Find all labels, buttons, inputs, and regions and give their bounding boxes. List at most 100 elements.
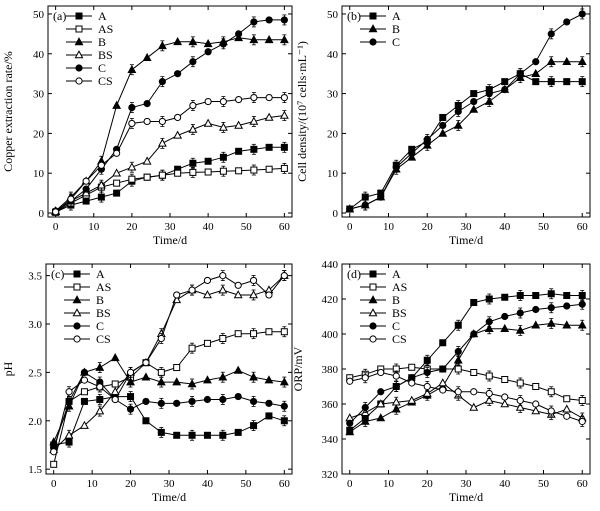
x-tick-label: 50 bbox=[538, 478, 550, 490]
data-point-AS bbox=[485, 372, 493, 380]
series-line-AS bbox=[349, 366, 583, 401]
data-point-BS bbox=[218, 122, 228, 131]
data-point-BS bbox=[95, 406, 105, 415]
data-point-CS bbox=[80, 376, 89, 384]
data-point-A bbox=[265, 143, 273, 151]
y-tick-label: 0 bbox=[333, 208, 339, 220]
data-point-C bbox=[82, 185, 90, 193]
data-point-CS bbox=[470, 388, 478, 396]
panel-label: (a) bbox=[53, 9, 66, 23]
y-tick-label: 400 bbox=[322, 329, 339, 341]
legend-marker-A bbox=[75, 12, 83, 20]
data-point-CS bbox=[392, 372, 400, 380]
data-point-B bbox=[187, 379, 197, 388]
legend-label: B bbox=[96, 293, 104, 307]
data-point-B bbox=[453, 120, 463, 129]
data-point-CS bbox=[52, 208, 60, 216]
data-point-B bbox=[172, 377, 182, 386]
legend-marker-C bbox=[75, 64, 83, 72]
data-point-BS bbox=[531, 406, 541, 415]
series-line-A bbox=[55, 146, 285, 213]
data-point-CS bbox=[234, 281, 242, 289]
data-point-C bbox=[547, 304, 555, 312]
data-point-C bbox=[439, 365, 447, 373]
series-CS bbox=[52, 92, 288, 216]
data-point-A bbox=[423, 356, 431, 364]
legend-marker-AS bbox=[75, 25, 83, 33]
y-tick-label: 0 bbox=[39, 208, 45, 220]
series-line-A bbox=[349, 73, 583, 210]
x-tick-label: 50 bbox=[241, 221, 253, 233]
y-tick-label: 1.5 bbox=[28, 464, 42, 476]
data-point-A bbox=[82, 197, 90, 205]
data-point-BS bbox=[218, 285, 228, 294]
data-point-C bbox=[578, 300, 586, 308]
data-point-BS bbox=[142, 156, 152, 165]
data-point-BS bbox=[110, 386, 120, 396]
x-tick-label: 30 bbox=[461, 478, 473, 490]
data-point-C bbox=[516, 309, 524, 317]
data-point-C bbox=[361, 403, 369, 412]
x-tick-label: 0 bbox=[347, 221, 353, 233]
y-tick-label: 3.5 bbox=[28, 271, 42, 283]
data-point-CS bbox=[204, 97, 212, 106]
data-point-CS bbox=[516, 396, 524, 405]
data-point-AS bbox=[516, 379, 524, 387]
data-point-B bbox=[110, 353, 120, 362]
series-line-C bbox=[53, 371, 285, 449]
data-point-C bbox=[377, 388, 385, 396]
data-point-C bbox=[578, 10, 586, 18]
legend-label: A bbox=[96, 267, 105, 281]
data-point-BS bbox=[112, 168, 122, 177]
panel-label: (b) bbox=[347, 9, 361, 23]
data-point-B bbox=[218, 372, 228, 381]
data-point-BS bbox=[173, 130, 183, 139]
data-point-C bbox=[265, 399, 273, 407]
data-point-A bbox=[113, 189, 121, 197]
data-point-AS bbox=[189, 168, 197, 176]
data-point-BS bbox=[127, 162, 137, 171]
data-point-A bbox=[501, 78, 509, 86]
data-point-A bbox=[485, 295, 493, 303]
series-C bbox=[346, 8, 586, 213]
data-point-B bbox=[531, 68, 541, 77]
data-point-BS bbox=[279, 110, 289, 119]
series-line-C bbox=[349, 13, 583, 210]
data-point-BS bbox=[391, 397, 401, 406]
y-tick-label: 50 bbox=[33, 9, 45, 21]
data-point-A bbox=[157, 428, 165, 436]
data-point-B bbox=[562, 56, 572, 66]
data-point-AS bbox=[250, 166, 258, 174]
series-line-BS bbox=[53, 275, 285, 451]
data-point-CS bbox=[408, 379, 416, 387]
data-point-C bbox=[501, 312, 509, 321]
data-point-C bbox=[470, 330, 478, 338]
data-point-A bbox=[470, 299, 478, 306]
x-axis-label: Time/d bbox=[152, 490, 186, 504]
series-AS bbox=[50, 326, 288, 468]
data-point-CS bbox=[111, 395, 119, 404]
data-point-C bbox=[377, 193, 385, 201]
data-point-B bbox=[249, 34, 259, 44]
legend-marker-CS bbox=[73, 335, 81, 343]
data-point-AS bbox=[111, 380, 119, 388]
y-axis-label: pH bbox=[1, 361, 15, 376]
data-point-CS bbox=[50, 448, 58, 456]
legend-marker-B bbox=[368, 24, 378, 33]
x-tick-label: 0 bbox=[347, 478, 353, 490]
x-axis-label: Time/d bbox=[449, 490, 483, 504]
series-B bbox=[49, 353, 289, 446]
data-point-AS bbox=[174, 169, 182, 177]
data-point-A bbox=[219, 431, 227, 439]
data-point-CS bbox=[454, 388, 462, 396]
legend-label: AS bbox=[96, 280, 111, 294]
plot-frame bbox=[47, 5, 293, 218]
legend-label: BS bbox=[392, 306, 407, 320]
data-point-A bbox=[563, 78, 571, 86]
data-point-AS bbox=[532, 383, 540, 390]
data-point-BS bbox=[96, 180, 106, 189]
data-point-B bbox=[156, 377, 166, 386]
data-point-C bbox=[516, 70, 524, 78]
